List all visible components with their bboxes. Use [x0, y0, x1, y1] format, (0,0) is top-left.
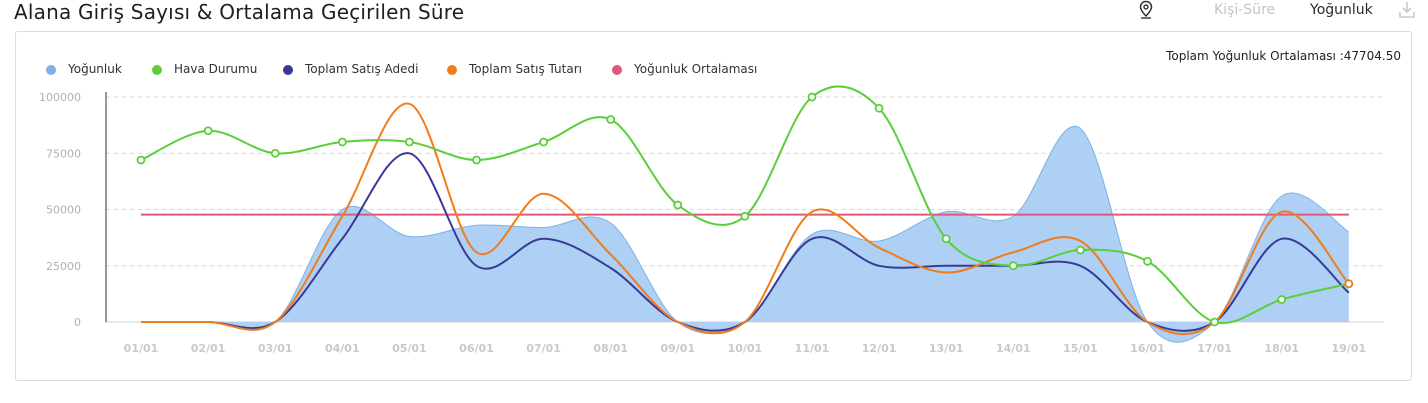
legend-marker: [283, 65, 293, 75]
y-tick-label: 0: [74, 316, 81, 329]
y-tick-label: 50000: [46, 204, 81, 217]
x-tick-label: 05/01: [392, 342, 427, 355]
yogunluk-toggle[interactable]: Yoğunluk: [1310, 2, 1373, 18]
x-tick-label: 19/01: [1331, 342, 1366, 355]
hava-durumu-point: [807, 92, 817, 102]
hava-durumu-point: [606, 115, 616, 124]
y-tick-label: 100000: [39, 91, 81, 104]
y-tick-label: 25000: [46, 260, 81, 273]
average-label: Toplam Yoğunluk Ortalaması :47704.50: [1166, 49, 1401, 63]
hava-durumu-point: [740, 211, 750, 221]
hava-durumu-point: [1076, 245, 1085, 255]
hava-durumu-point: [1008, 261, 1018, 271]
page-title: Alana Giriş Sayısı & Ortalama Geçirilen …: [14, 0, 465, 24]
hava-durumu-point: [1277, 295, 1287, 304]
map-pin-icon[interactable]: [1138, 0, 1154, 20]
kisi-sure-toggle[interactable]: Kişi-Süre: [1214, 2, 1276, 18]
legend-label: Toplam Satış Adedi: [305, 62, 419, 76]
satis-tutari-point: [1344, 279, 1354, 289]
download-icon[interactable]: [1398, 0, 1416, 20]
legend-marker: [152, 65, 162, 75]
legend-marker: [612, 65, 622, 75]
legend-label: Yoğunluk Ortalaması: [634, 62, 758, 76]
x-tick-label: 15/01: [1063, 342, 1098, 355]
hava-durumu-point: [1210, 317, 1219, 327]
x-tick-label: 01/01: [124, 342, 159, 355]
hava-durumu-point: [136, 155, 146, 165]
series-line-satis-tutari: [141, 102, 1350, 336]
x-tick-label: 17/01: [1197, 342, 1232, 355]
hava-durumu-point: [404, 137, 414, 147]
x-tick-label: 14/01: [996, 342, 1031, 355]
x-tick-label: 16/01: [1130, 342, 1165, 355]
x-tick-label: 03/01: [258, 342, 293, 355]
chart-toolbar: Kişi-Süre Yoğunluk: [1098, 0, 1428, 24]
x-tick-label: 09/01: [660, 342, 695, 355]
hava-durumu-point: [673, 200, 683, 210]
x-tick-label: 18/01: [1264, 342, 1299, 355]
legend-label: Toplam Satış Tutarı: [469, 62, 582, 76]
x-tick-label: 10/01: [728, 342, 763, 355]
x-tick-label: 13/01: [929, 342, 964, 355]
series-area-yogunluk: [141, 126, 1349, 343]
hava-durumu-point: [941, 234, 951, 244]
y-tick-label: 75000: [46, 147, 81, 160]
hava-durumu-point: [874, 103, 884, 113]
x-tick-label: 12/01: [862, 342, 897, 355]
hava-durumu-point: [270, 148, 280, 158]
x-tick-label: 04/01: [325, 342, 360, 355]
x-tick-label: 06/01: [459, 342, 494, 355]
x-tick-label: 08/01: [593, 342, 628, 355]
x-tick-label: 11/01: [795, 342, 830, 355]
line-chart: 0 25000 50000 75000 100000 01/01 02/01 03/01 04/…: [39, 85, 1384, 355]
legend-label: Hava Durumu: [174, 62, 258, 76]
chart-card: Toplam Yoğunluk Ortalaması :47704.50 Yoğ…: [15, 31, 1412, 381]
hava-durumu-point: [539, 137, 548, 147]
legend-label: Yoğunluk: [68, 62, 122, 76]
hava-durumu-point: [337, 137, 347, 147]
legend-marker: [447, 65, 457, 75]
x-tick-label: 02/01: [191, 342, 226, 355]
legend-marker: [46, 65, 56, 75]
hava-durumu-point: [1143, 256, 1152, 266]
hava-durumu-point: [472, 155, 481, 165]
hava-durumu-point: [203, 126, 213, 136]
x-tick-label: 07/01: [526, 342, 561, 355]
